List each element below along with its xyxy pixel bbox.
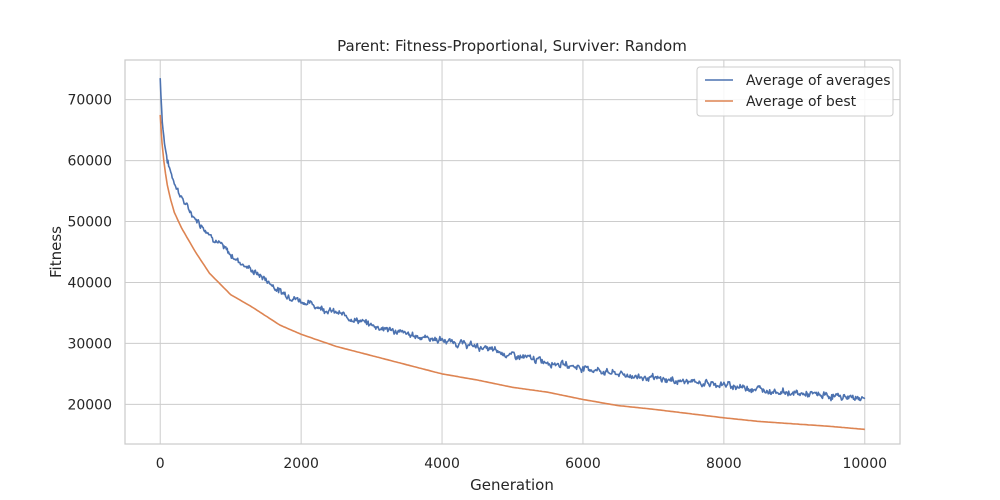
plot-area bbox=[125, 60, 900, 444]
plot-frame bbox=[124, 59, 901, 445]
x-tick-label: 6000 bbox=[565, 456, 601, 472]
y-tick-label: 50000 bbox=[67, 215, 112, 231]
series-layer bbox=[159, 78, 866, 431]
y-tick-label: 70000 bbox=[67, 93, 112, 109]
series-line-average-of-averages bbox=[159, 78, 866, 402]
legend-label-averages: Average of averages bbox=[746, 73, 891, 89]
legend-label-best: Average of best bbox=[746, 94, 857, 110]
y-axis-label: Fitness bbox=[47, 226, 65, 278]
legend-box bbox=[696, 66, 894, 117]
x-tick-label: 4000 bbox=[424, 456, 460, 472]
x-tick-labels: 0 2000 4000 6000 8000 10000 bbox=[156, 456, 887, 472]
x-tick-label: 0 bbox=[156, 456, 165, 472]
series-line-average-of-best bbox=[159, 114, 865, 431]
x-tick-label: 10000 bbox=[842, 456, 887, 472]
y-tick-label: 60000 bbox=[67, 154, 112, 170]
chart-title: Parent: Fitness-Proportional, Surviver: … bbox=[337, 37, 687, 55]
x-tick-label: 2000 bbox=[283, 456, 319, 472]
grid-lines bbox=[125, 60, 900, 444]
y-tick-label: 40000 bbox=[67, 275, 112, 291]
legend: Average of averages Average of best bbox=[696, 66, 894, 117]
x-tick-label: 8000 bbox=[706, 456, 742, 472]
y-tick-label: 30000 bbox=[67, 336, 112, 352]
y-tick-label: 20000 bbox=[67, 397, 112, 413]
y-tick-labels: 20000 30000 40000 50000 60000 70000 bbox=[67, 93, 112, 414]
x-axis-label: Generation bbox=[470, 476, 554, 494]
